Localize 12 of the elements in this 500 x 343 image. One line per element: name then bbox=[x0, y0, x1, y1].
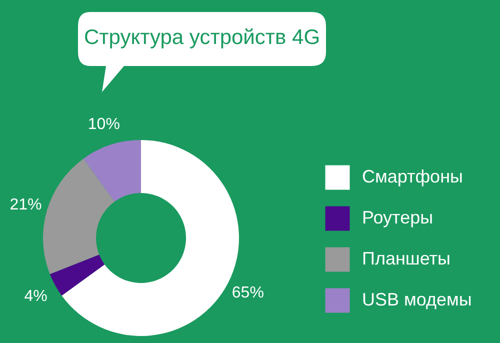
chart-title: Структура устройств 4G bbox=[82, 25, 322, 51]
data-label: 65% bbox=[232, 284, 264, 302]
legend-label: Роутеры bbox=[362, 208, 434, 228]
data-label: 4% bbox=[24, 288, 48, 305]
legend-label: Смартфоны bbox=[362, 166, 463, 186]
donut-slice bbox=[50, 254, 105, 296]
data-label: 10% bbox=[88, 116, 120, 133]
donut-slice bbox=[83, 140, 141, 202]
data-label: 21% bbox=[10, 196, 42, 214]
legend-label: Планшеты bbox=[362, 248, 450, 268]
donut-slice bbox=[43, 158, 115, 274]
legend-label: USB модемы bbox=[362, 290, 472, 310]
